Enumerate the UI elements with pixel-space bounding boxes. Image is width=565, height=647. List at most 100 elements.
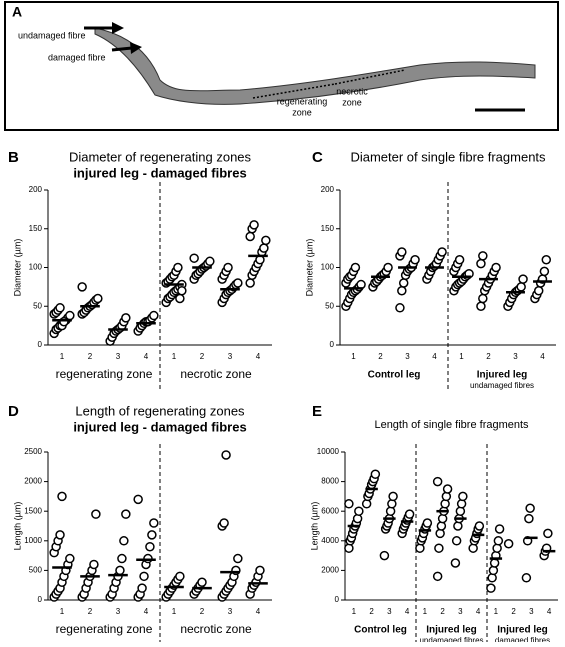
y-tick-label: 0: [330, 340, 335, 349]
data-point: [344, 499, 354, 509]
data-point: [521, 573, 532, 583]
group-label: Control leg: [354, 625, 407, 636]
data-point: [492, 543, 502, 553]
data-point: [543, 528, 553, 539]
data-point: [55, 303, 65, 313]
data-point: [255, 565, 265, 576]
y-axis-label: Length (µm): [12, 502, 22, 551]
group-sublabel: undamaged fibres: [419, 636, 483, 642]
data-point: [245, 231, 255, 242]
data-point: [233, 278, 243, 288]
data-point: [149, 518, 159, 528]
group-sublabel: undamaged fibres: [470, 381, 534, 390]
data-point: [541, 255, 552, 265]
y-axis-label: Length (µm): [309, 502, 319, 551]
data-point: [489, 558, 500, 568]
data-point: [486, 583, 496, 593]
y-tick-label: 100: [321, 263, 335, 272]
data-point: [456, 499, 467, 509]
x-tick-label: 1: [494, 607, 499, 616]
x-tick-label: 2: [200, 352, 205, 361]
data-point: [451, 536, 462, 546]
x-tick-label: 1: [60, 352, 65, 361]
y-tick-label: 2000: [24, 477, 42, 486]
x-tick-label: 4: [405, 607, 410, 616]
y-tick-label: 0: [335, 595, 340, 604]
data-point: [398, 278, 409, 288]
x-tick-label: 1: [172, 607, 177, 616]
y-tick-label: 200: [29, 185, 43, 194]
data-point: [441, 491, 452, 502]
y-tick-label: 0: [38, 340, 43, 349]
data-point: [432, 476, 443, 487]
data-point: [525, 503, 535, 513]
x-tick-label: 4: [256, 352, 261, 361]
y-tick-label: 200: [321, 185, 335, 194]
zone-line: [252, 83, 336, 99]
chart-title: Diameter of regenerating zones: [69, 149, 252, 164]
x-tick-label: 3: [116, 352, 121, 361]
panel-letter: A: [12, 4, 22, 20]
data-point: [119, 536, 129, 546]
annotation: damaged fibre: [48, 52, 106, 62]
x-tick-label: 3: [458, 607, 463, 616]
data-point: [397, 247, 407, 257]
data-point: [442, 484, 453, 494]
x-tick-label: 1: [459, 352, 464, 361]
chart-subtitle: injured leg - damaged fibres: [73, 419, 246, 434]
data-point: [476, 258, 486, 269]
x-tick-label: 2: [511, 607, 516, 616]
chart-title: Length of single fibre fragments: [374, 419, 529, 431]
data-point: [450, 558, 461, 568]
data-point: [175, 571, 185, 582]
x-tick-label: 1: [352, 607, 357, 616]
data-point: [488, 565, 499, 576]
data-point: [518, 274, 528, 284]
group-label: Injured leg: [477, 370, 528, 381]
chart-subtitle: injured leg - damaged fibres: [73, 165, 246, 180]
data-point: [437, 247, 447, 257]
y-tick-label: 150: [29, 224, 43, 233]
x-tick-label: 2: [440, 607, 445, 616]
data-point: [145, 541, 155, 552]
panel-a: A undamaged fibre damaged fibre regenera…: [4, 1, 559, 131]
data-point: [516, 282, 526, 292]
panel-letter: D: [8, 403, 19, 420]
x-tick-label: 1: [423, 607, 428, 616]
x-tick-label: 2: [486, 352, 491, 361]
data-point: [453, 521, 463, 531]
data-point: [121, 509, 131, 519]
data-point: [259, 243, 269, 253]
x-tick-label: 4: [547, 607, 552, 616]
data-point: [493, 536, 504, 546]
y-tick-label: 50: [325, 301, 334, 310]
group-label: regenerating zone: [56, 367, 153, 381]
x-tick-label: 3: [405, 352, 410, 361]
annotation: regenerating: [277, 96, 328, 106]
data-point: [205, 256, 215, 267]
x-tick-label: 2: [88, 607, 93, 616]
x-tick-label: 2: [200, 607, 205, 616]
group-label: necrotic zone: [180, 622, 252, 636]
data-point: [344, 543, 354, 553]
panel-letter: B: [8, 149, 19, 166]
data-point: [115, 565, 125, 576]
data-point: [133, 494, 143, 505]
data-point: [476, 301, 486, 311]
data-point: [491, 262, 501, 273]
data-point: [468, 543, 478, 553]
y-tick-label: 50: [33, 301, 42, 310]
fibre-image: [94, 27, 536, 105]
data-point: [387, 499, 397, 509]
data-point: [352, 513, 363, 524]
x-tick-label: 3: [529, 607, 534, 616]
data-point: [478, 251, 488, 261]
panel-letter: C: [312, 149, 323, 166]
group-label: necrotic zone: [180, 367, 252, 381]
data-point: [415, 543, 425, 553]
data-point: [65, 553, 75, 564]
y-tick-label: 100: [29, 263, 43, 272]
data-point: [397, 286, 407, 296]
data-point: [395, 303, 405, 313]
data-point: [437, 513, 448, 524]
